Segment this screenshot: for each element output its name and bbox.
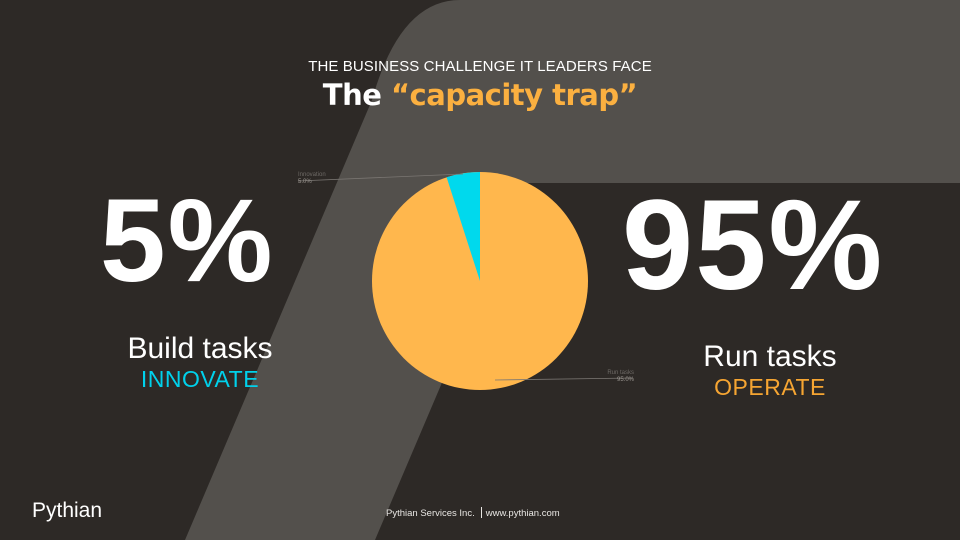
pythian-logo: Pythian xyxy=(32,499,103,522)
operate-label: OPERATE xyxy=(714,374,826,400)
title-prefix: The xyxy=(322,78,382,112)
run-percent: 95% xyxy=(622,174,885,317)
innovation-callout-label: Innovation xyxy=(298,172,326,178)
innovate-label: INNOVATE xyxy=(140,366,260,392)
website-link[interactable]: www.pythian.com xyxy=(485,508,560,519)
title-accent: “capacity trap” xyxy=(391,78,638,112)
page-title: The “capacity trap” xyxy=(0,78,960,112)
run-callout: Run tasks 95.0% xyxy=(596,370,634,384)
run-labels: Run tasks OPERATE xyxy=(680,340,860,401)
run-callout-line xyxy=(494,377,634,381)
build-tasks-label: Build tasks xyxy=(127,332,273,365)
innovation-callout: Innovation 5.0% xyxy=(298,172,326,186)
run-callout-label: Run tasks xyxy=(607,370,634,376)
build-labels: Build tasks INNOVATE xyxy=(110,332,290,393)
run-callout-value: 95.0% xyxy=(616,377,634,383)
run-tasks-label: Run tasks xyxy=(703,340,837,373)
footer-divider xyxy=(480,507,482,518)
footer-info: Pythian Services Inc. www.pythian.com xyxy=(386,507,560,519)
build-percent: 5% xyxy=(100,175,275,307)
company-name: Pythian Services Inc. xyxy=(386,508,475,519)
innovation-callout-value: 5.0% xyxy=(298,179,312,185)
pie-slice-innovation xyxy=(446,171,480,281)
pie-slices xyxy=(372,171,588,390)
kicker-heading: THE BUSINESS CHALLENGE IT LEADERS FACE xyxy=(308,58,652,75)
innovation-callout-line xyxy=(297,173,464,182)
